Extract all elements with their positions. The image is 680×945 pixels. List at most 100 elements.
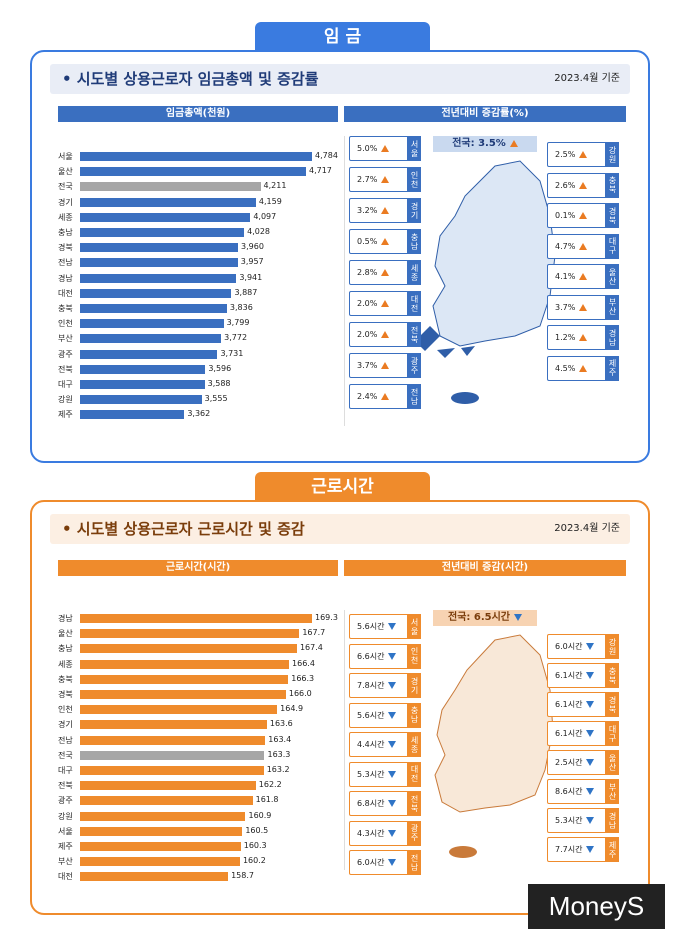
region-value: 5.0% [357, 144, 378, 153]
bar-value-label: 3,799 [226, 318, 250, 328]
up-triangle-icon [381, 269, 390, 276]
up-triangle-icon [381, 393, 390, 400]
region-box: 5.6시간 충남 [349, 702, 421, 728]
up-triangle-icon [579, 303, 588, 311]
region-box: 2.8% 세종 [349, 260, 421, 285]
region-value: 5.3시간 [555, 816, 583, 825]
region-value: 5.6시간 [357, 622, 385, 631]
region-value: 2.8% [357, 268, 378, 277]
korea-map-icon [434, 634, 554, 858]
bar [80, 395, 202, 405]
region-box: 0.5% 충남 [349, 229, 421, 254]
bar [80, 766, 264, 775]
hours-national-text: 전국: 6.5시간 [448, 612, 510, 623]
bar-value-label: 163.3 [267, 749, 291, 759]
bar [80, 750, 265, 760]
bar-label: 서울 [58, 152, 73, 161]
bar [80, 614, 312, 623]
region-value: 2.0% [357, 299, 378, 308]
region-value: 2.0% [357, 330, 378, 339]
down-triangle-icon [586, 788, 595, 795]
bar [80, 304, 227, 313]
region-value: 7.7시간 [555, 845, 583, 854]
bar-label: 충북 [58, 674, 73, 684]
bar-value-label: 4,097 [253, 211, 277, 221]
bar [80, 690, 286, 699]
region-box: 2.5% 강원 [547, 142, 619, 167]
region-name-tag: 경기 [407, 673, 421, 698]
bar-label: 경남 [58, 273, 73, 283]
bar-label: 경기 [58, 197, 73, 207]
region-name-tag: 부산 [605, 294, 619, 320]
up-triangle-icon [579, 334, 588, 341]
bar-label: 대구 [58, 766, 73, 775]
bar [80, 410, 185, 420]
region-box: 6.8시간 전북 [349, 791, 421, 816]
region-value: 3.7% [555, 302, 576, 312]
bar [80, 334, 222, 344]
bar-value-label: 3,887 [234, 287, 258, 297]
bar-label: 세종 [58, 659, 73, 669]
bar [80, 720, 267, 730]
region-box: 6.1시간 충북 [547, 663, 619, 688]
bar [80, 197, 256, 207]
region-box: 3.7% 광주 [349, 353, 421, 378]
bar [80, 659, 290, 669]
bar-value-label: 164.9 [280, 704, 304, 714]
region-name-tag: 경남 [605, 808, 619, 833]
region-box: 7.7시간 제주 [547, 837, 619, 862]
region-box: 2.4% 전남 [349, 384, 421, 409]
region-box: 7.8시간 경기 [349, 673, 421, 698]
up-triangle-icon [579, 151, 588, 158]
hours-panel: • 시도별 상용근로자 근로시간 및 증감 2023.4월 기준 근로시간(시간… [30, 500, 650, 915]
region-box: 4.4시간 세종 [349, 732, 421, 757]
region-value: 4.5% [555, 363, 576, 373]
bar-label: 경북 [58, 243, 73, 253]
bar [80, 705, 278, 715]
bar-value-label: 160.5 [245, 825, 269, 835]
region-box: 5.3시간 경남 [547, 808, 619, 833]
region-value: 6.0시간 [555, 642, 583, 651]
region-name-tag: 부산 [605, 779, 619, 804]
bar-value-label: 3,588 [207, 379, 231, 388]
bar-label: 제주 [58, 410, 73, 420]
region-name-tag: 세종 [407, 732, 421, 757]
down-triangle-icon [388, 652, 397, 660]
bar [80, 152, 312, 161]
down-triangle-icon [586, 643, 595, 650]
bar [80, 796, 253, 806]
region-name-tag: 충남 [407, 229, 421, 254]
up-triangle-icon [579, 364, 588, 372]
hours-title-text: • 시도별 상용근로자 근로시간 및 증감 [62, 520, 305, 538]
region-name-tag: 충남 [407, 702, 421, 728]
up-triangle-icon [579, 181, 588, 189]
down-triangle-icon [586, 730, 595, 737]
bar-value-label: 3,941 [239, 272, 263, 282]
down-triangle-icon [586, 817, 595, 824]
down-triangle-icon [388, 682, 397, 689]
region-value: 6.1시간 [555, 729, 583, 738]
bar-label: 광주 [58, 796, 73, 806]
region-box: 3.2% 경기 [349, 198, 421, 223]
region-box: 2.6% 충북 [547, 172, 619, 198]
bar [80, 811, 246, 821]
wage-panel: • 시도별 상용근로자 임금총액 및 증감률 2023.4월 기준 임금총액(천… [30, 50, 650, 463]
bar-label: 울산 [58, 629, 73, 639]
bar-value-label: 3,362 [187, 409, 211, 419]
region-name-tag: 경남 [605, 325, 619, 350]
bar-label: 전국 [58, 750, 73, 760]
region-name-tag: 광주 [407, 820, 421, 846]
bar-value-label: 166.0 [288, 689, 312, 698]
region-value: 1.2% [555, 333, 576, 342]
hours-map-area: 전국: 6.5시간 5.6시간 서울 6.6시간 인천 7.8시간 경기 5.6시간 충남 4.… [344, 610, 626, 875]
bar-value-label: 160.2 [242, 856, 266, 866]
region-box: 1.2% 경남 [547, 325, 619, 350]
up-triangle-icon [381, 300, 390, 307]
region-name-tag: 전남 [407, 850, 421, 875]
region-box: 4.1% 울산 [547, 264, 619, 289]
wage-left-header: 임금총액(천원) [58, 106, 338, 122]
bar-value-label: 4,028 [247, 227, 271, 236]
bar [80, 258, 238, 268]
region-box: 5.0% 서울 [349, 136, 421, 161]
region-name-tag: 제주 [605, 837, 619, 862]
